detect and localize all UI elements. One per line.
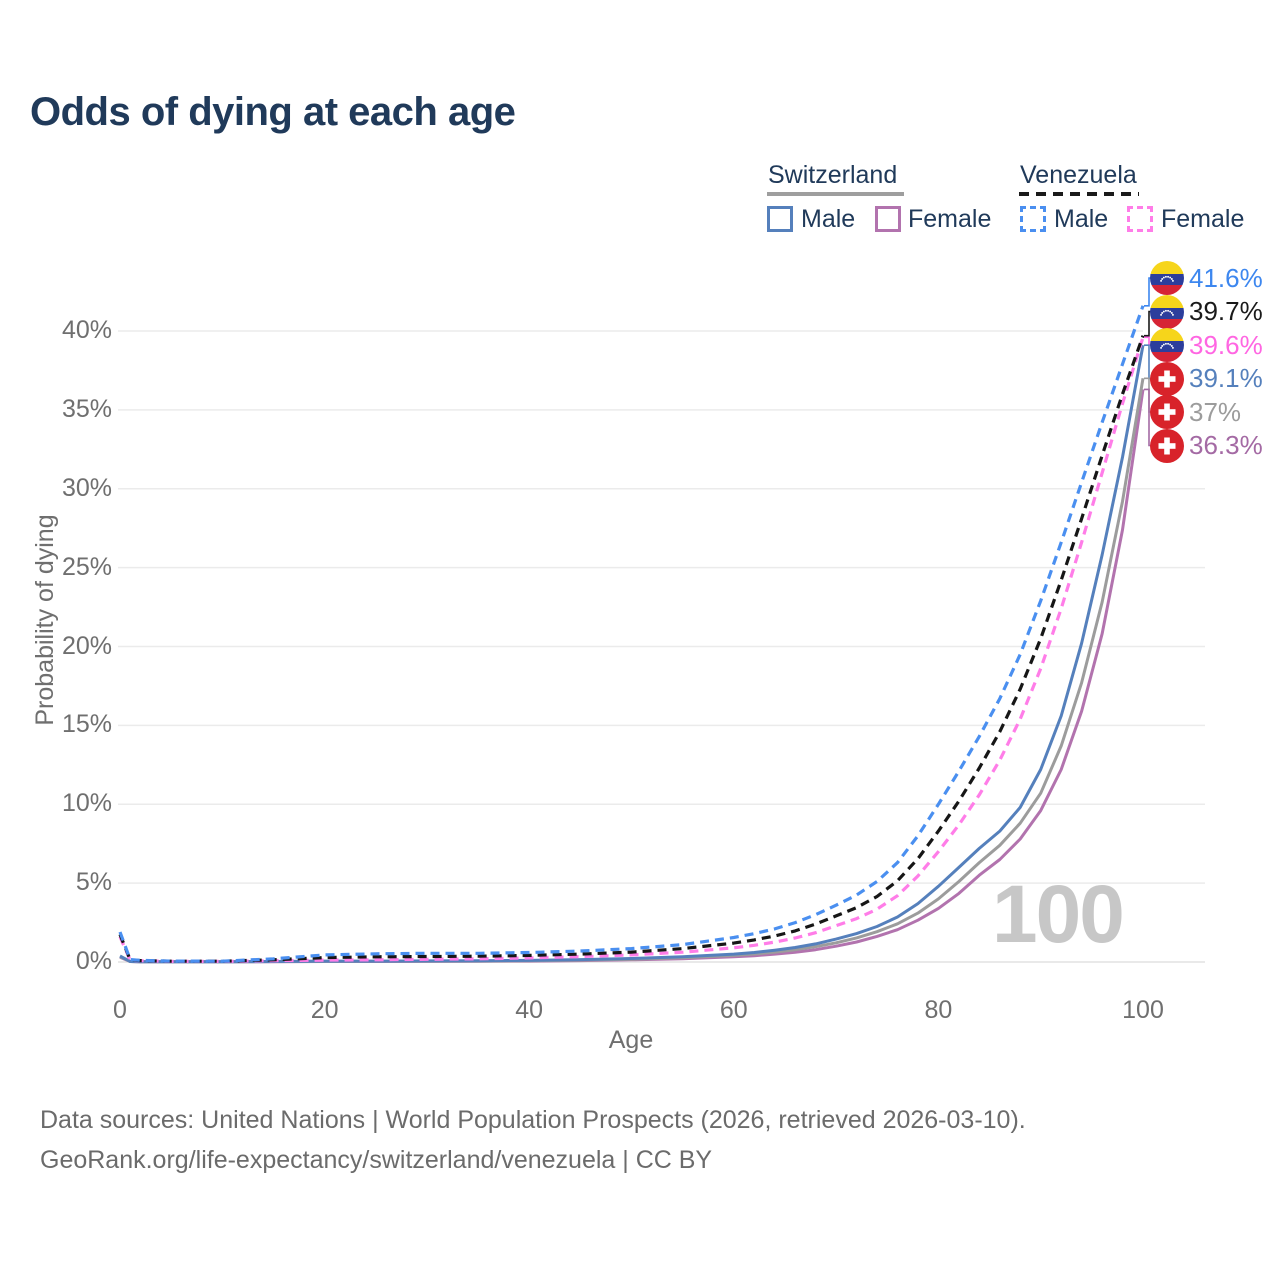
series-line-switzerland-female [119,389,1145,964]
series-line-venezuela-female [118,336,1145,963]
switzerland-flag-icon [1150,361,1184,396]
end-value-label: 37% [1189,396,1242,427]
y-tick-label: 30% [61,473,112,502]
legend-swatch-switzerland-male [767,206,793,232]
age-watermark: 100 [992,869,1125,960]
y-tick-label: 0% [75,947,112,975]
end-value-label: 39.6% [1189,329,1263,360]
data-source-note: Data sources: United Nations | World Pop… [40,1106,1026,1134]
end-label-switzerland-male: 39.1% [1150,361,1263,396]
end-label-venezuela-female: 39.6% [1150,328,1263,362]
x-tick-label: 0 [113,996,127,1024]
end-label-venezuela: 39.7% [1150,294,1263,329]
legend-swatch-venezuela-female [1127,206,1153,232]
x-tick-label: 40 [515,996,544,1024]
venezuela-line-swatch [1019,192,1139,196]
end-value-label: 36.3% [1189,430,1263,460]
y-tick-label: 40% [61,316,112,344]
switzerland-flag-icon [1150,428,1184,463]
end-label-switzerland-female: 36.3% [1150,428,1263,463]
y-tick-label: 5% [75,868,112,897]
page-title: Odds of dying at each age [30,90,516,134]
x-tick-label: 60 [719,996,748,1024]
series-line-venezuela-male [118,305,1145,963]
end-value-label: 39.1% [1189,363,1263,393]
end-value-label: 41.6% [1189,262,1263,293]
x-tick-label: 20 [310,996,339,1024]
y-tick-label: 25% [61,552,112,581]
x-axis-title: Age [608,1026,654,1054]
series-line-switzerland-male [119,344,1145,964]
legend-swatch-switzerland-female [875,206,901,232]
series-line-venezuela [118,335,1145,963]
x-tick-label: 100 [1122,996,1164,1024]
y-tick-label: 35% [61,394,112,423]
end-label-venezuela-male: 41.6% [1150,261,1263,295]
legend-label-switzerland-female: Female [908,205,992,233]
legend-label-venezuela-female: Female [1161,205,1245,233]
legend-swatch-venezuela-male [1020,206,1046,232]
venezuela-flag-icon [1150,294,1184,329]
attribution-note: GeoRank.org/life-expectancy/switzerland/… [40,1146,713,1174]
legend-group-switzerland: Switzerland [768,161,898,189]
y-tick-label: 10% [61,789,112,818]
x-tick-label: 80 [924,996,953,1024]
switzerland-flag-icon [1150,395,1184,429]
y-tick-label: 15% [61,710,112,739]
series-line-switzerland [119,378,1145,964]
venezuela-flag-icon [1150,261,1184,295]
venezuela-flag-icon [1150,328,1184,362]
legend-label-switzerland-male: Male [801,205,856,233]
end-label-switzerland: 37% [1150,395,1241,429]
legend-label-venezuela-male: Male [1054,205,1109,233]
y-tick-label: 20% [61,631,112,660]
legend-group-venezuela: Venezuela [1020,161,1137,189]
end-value-label: 39.7% [1189,296,1263,326]
switzerland-line-swatch [767,192,904,196]
